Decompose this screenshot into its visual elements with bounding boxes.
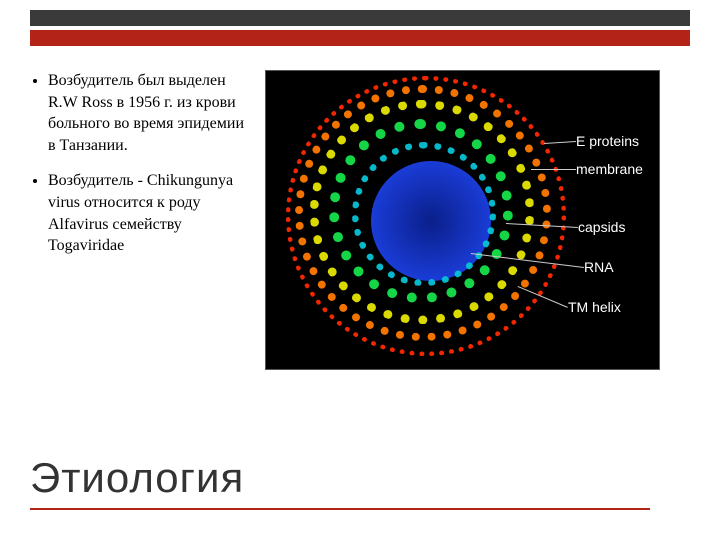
annotation-label: capsids (578, 219, 625, 235)
virus-diagram: E proteins membrane capsids RNA TM helix (265, 70, 660, 370)
annotation-line (544, 141, 576, 144)
title-underline (30, 508, 650, 510)
virus-ring (286, 76, 566, 356)
annotation-label: membrane (576, 161, 643, 177)
top-bar-dark (30, 10, 690, 26)
annotation-line (531, 169, 576, 170)
bullet-item: Возбудитель был выделен R.W Ross в 1956 … (48, 70, 245, 156)
annotation-label: TM helix (568, 299, 621, 315)
page-title: Этиология (30, 454, 650, 502)
annotation-label: RNA (584, 259, 614, 275)
annotation-label: E proteins (576, 133, 639, 149)
bullet-item: Возбудитель - Chikungunya virus относитс… (48, 170, 245, 256)
top-bar-red (30, 30, 690, 46)
title-block: Этиология (30, 454, 650, 510)
